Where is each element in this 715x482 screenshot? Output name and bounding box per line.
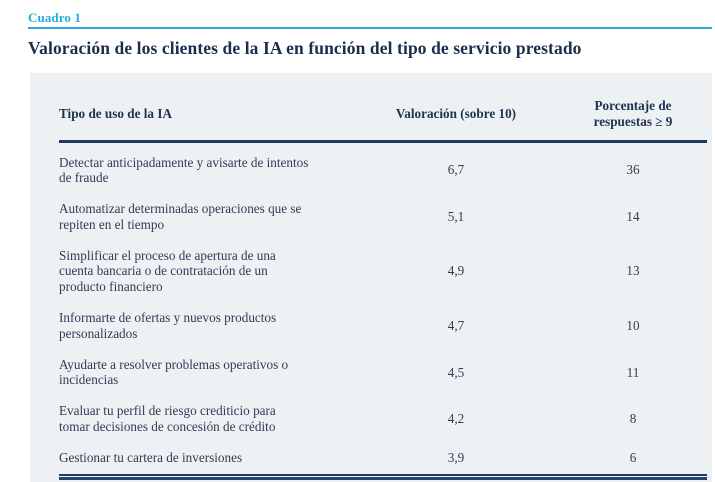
row-porcentaje: 10 [626,317,640,333]
table-bottom-rule-thick [59,477,707,480]
header-porcentaje: Porcentaje de respuestas ≥ 9 [593,98,673,129]
row-valoracion: 3,9 [447,449,465,465]
table-row: Automatizar determinadas operaciones que… [59,194,707,241]
table-body: Detectar anticipadamente y avisarte de i… [59,143,707,473]
header-valoracion: Valoración (sobre 10) [395,106,517,122]
row-porcentaje: 6 [629,449,637,465]
row-porcentaje: 11 [626,364,640,380]
row-valoracion: 4,5 [447,364,465,380]
kicker-underline [28,26,712,29]
header-divider-rule [59,140,707,143]
row-label: Informarte de ofertas y nuevos productos… [59,310,277,341]
row-valoracion: 4,2 [447,411,465,427]
row-porcentaje: 13 [626,263,640,279]
row-porcentaje: 36 [626,162,640,178]
row-label: Evaluar tu perfil de riesgo crediticio p… [59,403,276,435]
table-title: Valoración de los clientes de la IA en f… [28,38,582,58]
data-table: Tipo de uso de la IA Valoración (sobre 1… [59,97,707,480]
table-row: Simplificar el proceso de apertura de un… [59,240,707,302]
table-row: Gestionar tu cartera de inversiones 3,9 … [59,442,707,473]
table-bottom-rule-thin [59,474,707,476]
row-label: Gestionar tu cartera de inversiones [59,449,243,465]
row-label: Automatizar determinadas operaciones que… [59,201,302,232]
table-row: Evaluar tu perfil de riesgo crediticio p… [59,396,707,443]
header-tipo-de-uso: Tipo de uso de la IA [59,106,172,122]
row-porcentaje: 14 [626,208,640,224]
row-porcentaje: 8 [629,411,637,427]
row-valoracion: 6,7 [447,162,465,178]
row-valoracion: 4,7 [447,317,465,333]
table-kicker: Cuadro 1 [28,10,81,25]
row-valoracion: 5,1 [447,208,465,224]
table-panel: Tipo de uso de la IA Valoración (sobre 1… [30,73,712,482]
row-label: Detectar anticipadamente y avisarte de i… [59,154,309,186]
table-row: Ayudarte a resolver problemas operativos… [59,349,707,396]
table-header-row: Tipo de uso de la IA Valoración (sobre 1… [59,97,707,131]
table-row: Detectar anticipadamente y avisarte de i… [59,147,707,194]
row-valoracion: 4,9 [447,263,465,279]
row-label: Simplificar el proceso de apertura de un… [59,247,276,295]
table-row: Informarte de ofertas y nuevos productos… [59,303,707,350]
row-label: Ayudarte a resolver problemas operativos… [59,356,289,388]
